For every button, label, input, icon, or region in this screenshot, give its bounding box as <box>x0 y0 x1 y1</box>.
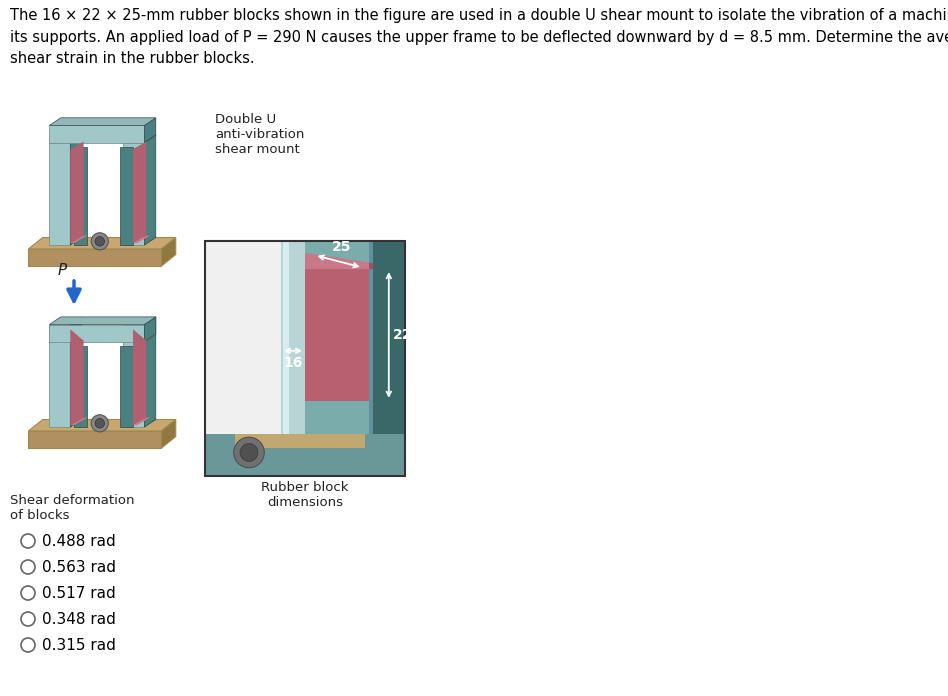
Text: 22: 22 <box>392 328 412 342</box>
Circle shape <box>240 443 258 461</box>
Polygon shape <box>369 262 374 269</box>
Polygon shape <box>49 118 155 125</box>
Bar <box>205 241 405 476</box>
Circle shape <box>21 638 35 652</box>
Polygon shape <box>144 317 155 427</box>
Circle shape <box>95 237 104 246</box>
Polygon shape <box>49 125 144 143</box>
Text: 0.563 rad: 0.563 rad <box>42 560 116 574</box>
Text: 0.488 rad: 0.488 rad <box>42 534 116 548</box>
Polygon shape <box>28 237 175 249</box>
Bar <box>205 434 405 476</box>
Polygon shape <box>70 141 83 243</box>
Circle shape <box>95 418 104 428</box>
Bar <box>281 241 305 476</box>
Circle shape <box>21 586 35 600</box>
Text: 0.315 rad: 0.315 rad <box>42 638 116 653</box>
Circle shape <box>234 437 264 468</box>
Text: 16: 16 <box>283 356 302 370</box>
Polygon shape <box>49 135 82 143</box>
Text: Double U
anti-vibration
shear mount: Double U anti-vibration shear mount <box>215 113 304 156</box>
Bar <box>283 241 289 476</box>
Polygon shape <box>144 118 155 143</box>
Polygon shape <box>74 148 87 245</box>
Polygon shape <box>49 317 155 324</box>
Polygon shape <box>133 141 146 243</box>
Polygon shape <box>119 347 133 427</box>
Polygon shape <box>144 317 155 342</box>
Text: 0.517 rad: 0.517 rad <box>42 585 116 601</box>
Bar <box>369 241 405 476</box>
Polygon shape <box>161 237 175 266</box>
Text: The 16 × 22 × 25-mm rubber blocks shown in the figure are used in a double U she: The 16 × 22 × 25-mm rubber blocks shown … <box>10 8 948 66</box>
Text: 25: 25 <box>333 239 352 253</box>
Text: P: P <box>58 263 66 278</box>
Polygon shape <box>70 329 83 425</box>
Polygon shape <box>144 135 155 245</box>
Polygon shape <box>28 249 161 266</box>
Bar <box>305 269 369 401</box>
Polygon shape <box>161 420 175 448</box>
Polygon shape <box>133 418 150 425</box>
Polygon shape <box>28 431 161 448</box>
Polygon shape <box>49 324 144 342</box>
Text: Rubber block
dimensions: Rubber block dimensions <box>262 481 349 509</box>
Text: Shear deformation
of blocks: Shear deformation of blocks <box>10 494 135 522</box>
Polygon shape <box>70 135 82 245</box>
Polygon shape <box>305 253 369 269</box>
Polygon shape <box>70 236 87 243</box>
Bar <box>205 241 405 476</box>
Bar <box>235 434 365 448</box>
Circle shape <box>21 560 35 574</box>
Polygon shape <box>70 418 87 425</box>
Polygon shape <box>119 148 133 245</box>
Polygon shape <box>49 143 70 245</box>
Polygon shape <box>70 317 82 427</box>
Polygon shape <box>123 135 155 143</box>
Circle shape <box>21 612 35 626</box>
Polygon shape <box>133 329 146 425</box>
Polygon shape <box>74 347 87 427</box>
Polygon shape <box>123 324 144 427</box>
Polygon shape <box>133 236 150 243</box>
Text: 0.348 rad: 0.348 rad <box>42 612 116 626</box>
Bar <box>369 241 374 476</box>
Bar <box>205 241 281 434</box>
Circle shape <box>91 415 108 432</box>
Circle shape <box>91 232 108 250</box>
Polygon shape <box>123 143 144 245</box>
Circle shape <box>21 534 35 548</box>
Polygon shape <box>28 420 175 431</box>
Polygon shape <box>49 324 70 427</box>
